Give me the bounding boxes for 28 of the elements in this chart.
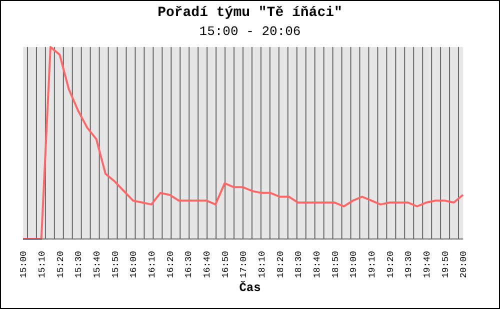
x-tick-label: 16:40 <box>202 251 212 278</box>
x-tick-label: 16:10 <box>147 251 158 278</box>
x-tick-label: 17:00 <box>239 251 250 278</box>
x-tick-label: 15:50 <box>110 251 121 278</box>
x-tick-label: 15:40 <box>92 251 102 278</box>
x-tick-label: 16:30 <box>184 251 194 278</box>
x-tick-label: 20:00 <box>459 251 470 278</box>
x-tick-label: 16:00 <box>129 251 140 278</box>
x-tick-label: 18:30 <box>294 251 304 278</box>
x-tick-label: 15:00 <box>19 251 30 278</box>
x-tick-label: 15:20 <box>56 251 66 278</box>
x-tick-label: 18:50 <box>330 251 341 278</box>
x-tick-label: 18:40 <box>312 251 322 278</box>
chart-title: Pořadí týmu "Tě íňáci" <box>156 5 344 21</box>
x-tick-label: 19:30 <box>404 251 414 278</box>
x-tick-label: 19:10 <box>367 251 378 278</box>
x-tick-label: 19:20 <box>386 251 396 278</box>
chart-subtitle: 15:00 - 20:06 <box>198 24 302 39</box>
x-tick-label: 16:20 <box>166 251 176 278</box>
x-tick-label: 19:00 <box>349 251 360 278</box>
x-tick-label: 18:10 <box>257 251 268 278</box>
x-axis-title: Čas <box>238 281 262 295</box>
x-tick-label: 16:50 <box>220 251 231 278</box>
x-tick-label: 15:10 <box>37 251 48 278</box>
x-tick-label: 15:30 <box>74 251 84 278</box>
x-tick-label: 18:20 <box>276 251 286 278</box>
x-tick-label: 19:50 <box>440 251 451 278</box>
x-tick-label: 19:40 <box>422 251 432 278</box>
